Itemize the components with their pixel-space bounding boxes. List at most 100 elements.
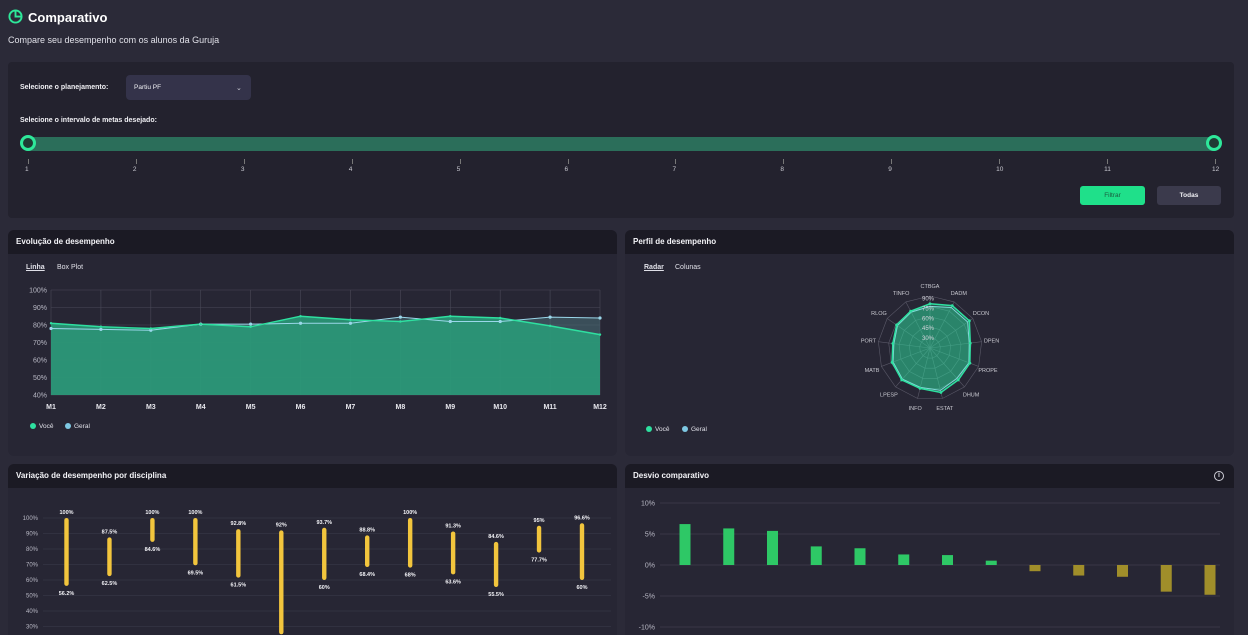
radar-you-point	[967, 319, 971, 323]
evolution-y-tick-label: 80%	[33, 323, 47, 330]
evolution-you-point	[399, 320, 402, 323]
variation-range-bar	[450, 531, 456, 575]
profile-card-header: Perfil de desempenho	[625, 230, 1234, 254]
evolution-x-tick-label: M6	[296, 404, 306, 411]
radar-r-tick-label: 75%	[922, 306, 935, 312]
variation-title: Variação de desempenho por disciplina	[16, 471, 167, 480]
radar-you-point	[968, 341, 972, 345]
variation-range-bar	[365, 535, 370, 567]
tab-line[interactable]: Linha	[26, 264, 45, 271]
legend-you-dot	[646, 426, 652, 432]
variation-low-label: 68%	[405, 573, 416, 579]
variation-range-bar	[493, 541, 499, 587]
evolution-x-tick-label: M3	[146, 404, 156, 411]
pie-chart-icon	[8, 9, 23, 24]
evolution-general-point	[348, 321, 353, 325]
evolution-you-point	[598, 333, 602, 336]
variation-y-tick-label: 90%	[26, 532, 39, 538]
evolution-you-point	[548, 324, 552, 328]
info-icon[interactable]: i	[1214, 471, 1224, 481]
radar-you-point	[956, 378, 960, 382]
variation-chart: 100% 90% 80% 70% 60% 50% 40% 30% 100% 56.2% 87.5% 6…	[23, 510, 611, 635]
radar-axis-label: INFO	[909, 406, 923, 412]
evolution-general-point	[448, 319, 452, 324]
deviation-bar	[1117, 565, 1128, 577]
variation-high-label: 95%	[534, 518, 545, 524]
variation-range-bar	[193, 518, 198, 566]
tab-radar[interactable]: Radar	[644, 264, 664, 271]
filter-button[interactable]: Filtrar	[1080, 186, 1145, 205]
range-tick-mark	[783, 159, 785, 164]
variation-y-tick-label: 70%	[26, 563, 39, 569]
profile-card: Perfil de desempenho Radar Colunas CTBGA…	[625, 230, 1234, 456]
deviation-bar	[985, 560, 997, 565]
radar-axis-line	[929, 301, 955, 349]
profile-title: Perfil de desempenho	[633, 237, 717, 246]
deviation-bar	[723, 528, 735, 565]
evolution-general-point	[548, 315, 552, 319]
radar-you-point	[909, 309, 913, 313]
evolution-you-point	[498, 316, 502, 320]
radar-axis-line	[905, 301, 931, 349]
radar-axis-label: DHUM	[963, 392, 980, 398]
deviation-bar	[1029, 565, 1041, 572]
variation-range-bar	[64, 518, 69, 586]
radar-axis-label: MATB	[865, 368, 880, 374]
evolution-x-tick-label: M10	[493, 404, 507, 411]
range-tick-label: 4	[348, 166, 353, 173]
variation-high-label: 84.6%	[488, 534, 504, 540]
range-tick-mark	[135, 159, 137, 164]
evolution-y-tick-label: 60%	[33, 358, 47, 365]
evolution-you-point	[299, 315, 302, 318]
plan-select[interactable]	[126, 75, 251, 100]
legend-you-dot	[30, 423, 36, 429]
evolution-you-point	[99, 325, 103, 328]
evolution-y-tick-label: 100%	[29, 288, 47, 295]
evolution-general-point	[99, 327, 103, 331]
radar-axis-label: LPESP	[880, 392, 898, 398]
radar-axis-label: PORT	[861, 339, 877, 345]
radar-axis-line	[881, 347, 931, 367]
tab-columns[interactable]: Colunas	[675, 264, 701, 271]
variation-high-label: 91.3%	[445, 523, 461, 529]
variation-range-bar	[579, 523, 585, 580]
deviation-bar	[679, 524, 691, 565]
variation-low-label: 60%	[576, 585, 587, 591]
variation-high-label: 92%	[276, 522, 287, 528]
range-tick-mark	[999, 159, 1001, 164]
evolution-card-header: Evolução de desempenho	[8, 230, 617, 254]
evolution-x-tick-label: M7	[346, 404, 356, 411]
all-button[interactable]: Todas	[1157, 186, 1221, 205]
evolution-general-point	[598, 316, 602, 320]
tab-box-plot[interactable]: Box Plot	[57, 264, 84, 271]
range-slider-end-handle[interactable]	[1206, 135, 1222, 151]
evolution-general-point	[49, 326, 53, 331]
range-slider-start-handle[interactable]	[20, 135, 36, 151]
evolution-you-point	[49, 322, 53, 325]
radar-axis-label: CTBGA	[921, 284, 940, 290]
variation-low-label: 77.7%	[531, 558, 547, 564]
radar-r-tick-label: 30%	[922, 336, 935, 342]
evolution-x-tick-label: M11	[543, 404, 556, 411]
variation-y-tick-label: 100%	[23, 516, 39, 522]
radar-axis-label: PROPE	[978, 368, 998, 374]
page-subtitle: Compare seu desempenho com os alunos da …	[8, 35, 220, 45]
radar-you-point	[918, 386, 922, 390]
deviation-bar	[942, 555, 953, 565]
range-tick-mark	[459, 159, 461, 164]
evolution-general-point	[249, 322, 253, 326]
plan-select-value: Partiu PF	[134, 84, 162, 91]
variation-low-label: 55.5%	[488, 592, 504, 598]
radar-you-area	[891, 303, 972, 394]
variation-y-tick-label: 30%	[26, 625, 39, 631]
evolution-x-tick-label: M5	[246, 404, 256, 411]
radar-you-point	[950, 304, 954, 308]
range-slider-track[interactable]	[28, 137, 1215, 151]
deviation-card-header: Desvio comparativo i	[625, 464, 1234, 488]
evolution-general-point	[498, 319, 502, 324]
variation-range-bar	[150, 518, 155, 542]
variation-low-label: 62.5%	[102, 581, 118, 587]
range-tick-label: 1	[25, 166, 29, 173]
radar-you-point	[895, 323, 899, 327]
legend-general-label: Geral	[691, 426, 707, 433]
